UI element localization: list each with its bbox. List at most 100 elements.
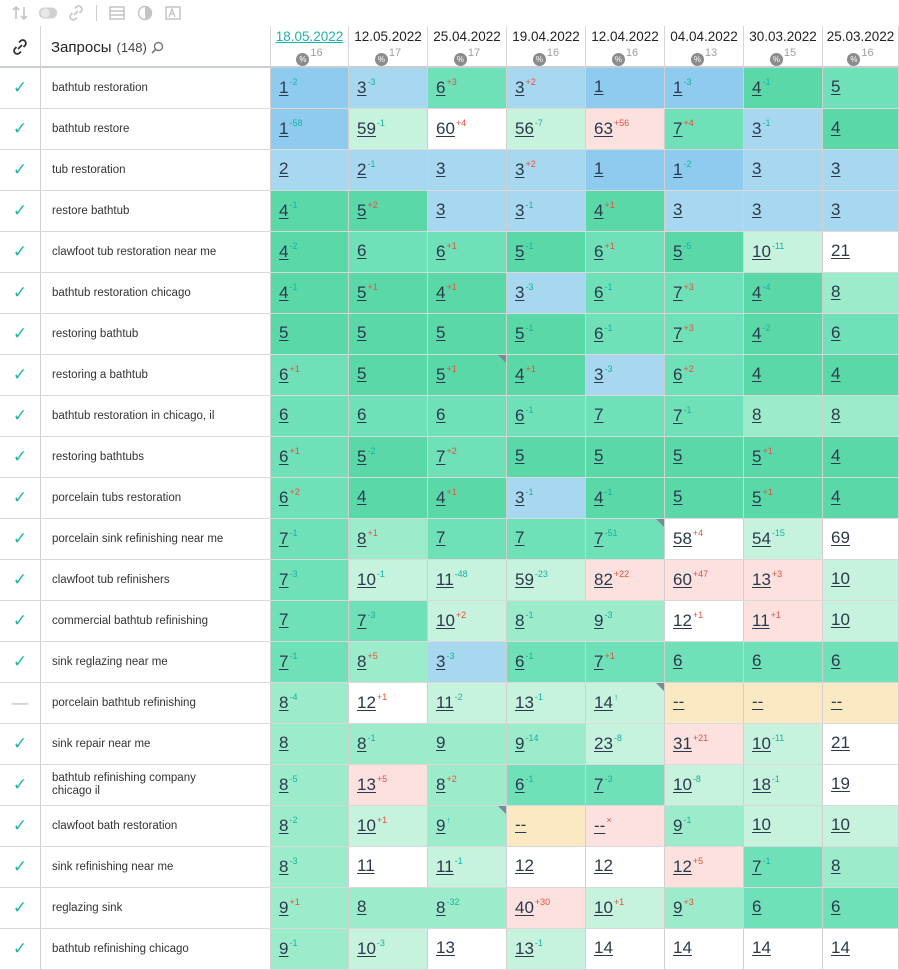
position-cell[interactable]: 7 [271,601,349,641]
toggle-icon[interactable] [38,4,58,22]
position-value[interactable]: 7+3 [673,323,694,344]
check-icon[interactable]: ✓ [0,314,41,354]
position-value[interactable]: 3-3 [436,651,454,672]
position-cell[interactable]: 3+2 [507,150,586,190]
position-value[interactable]: 13-1 [515,938,543,959]
position-cell[interactable]: 5+2 [349,191,428,231]
date-column-header[interactable]: 30.03.2022 %15 [744,26,823,68]
position-value[interactable]: 11+1 [752,610,781,631]
position-cell[interactable]: 3 [823,150,899,190]
position-cell[interactable]: 5 [507,437,586,477]
position-value[interactable]: 4 [831,364,840,384]
position-value[interactable]: 10+1 [357,815,387,836]
position-value[interactable]: 5-5 [673,241,691,262]
position-cell[interactable]: 5 [586,437,665,477]
position-value[interactable]: 4 [357,487,366,507]
position-value[interactable]: 10 [831,815,850,835]
position-cell[interactable]: 14 [823,929,899,969]
position-value[interactable]: 69 [831,528,850,548]
position-cell[interactable]: 10-11 [744,724,823,764]
position-cell[interactable]: 23-8 [586,724,665,764]
position-value[interactable]: 9-1 [279,938,297,959]
position-value[interactable]: 10+1 [594,897,624,918]
position-cell[interactable]: 8-5 [271,765,349,805]
position-cell[interactable]: 5 [349,355,428,395]
position-value[interactable]: 7 [436,528,445,548]
position-value[interactable]: 5+1 [357,282,378,303]
position-value[interactable]: 14 [831,938,850,958]
position-value[interactable]: 6+1 [279,364,300,385]
position-value[interactable]: 21 [831,241,850,261]
position-value[interactable]: 12+5 [673,856,703,877]
position-value[interactable]: 12 [594,856,613,876]
position-value[interactable]: 4-1 [279,200,297,221]
position-value[interactable]: 3 [831,159,840,179]
position-cell[interactable]: 6-1 [586,273,665,313]
position-value[interactable]: 8 [831,856,840,876]
position-value[interactable]: 8 [831,282,840,302]
position-cell[interactable]: 7-3 [586,765,665,805]
position-value[interactable]: 4 [831,446,840,466]
check-icon[interactable]: ✓ [0,109,41,149]
position-value[interactable]: 7-3 [594,774,612,795]
position-cell[interactable]: 6+2 [665,355,744,395]
position-cell[interactable]: 3+2 [507,68,586,108]
position-cell[interactable]: 1-2 [665,150,744,190]
position-cell[interactable]: 5-1 [507,314,586,354]
position-cell[interactable]: 8 [349,888,428,928]
position-value[interactable]: 3+2 [515,77,536,98]
position-cell[interactable]: -- [744,683,823,723]
position-value[interactable]: 8 [831,405,840,425]
position-cell[interactable]: 7-3 [271,560,349,600]
position-value[interactable]: 60+4 [436,118,466,139]
position-cell[interactable]: 8+1 [349,519,428,559]
position-value[interactable]: 4-4 [752,282,770,303]
position-value[interactable]: 7-1 [279,528,297,549]
position-value[interactable]: 9-1 [673,815,691,836]
position-cell[interactable]: 8+5 [349,642,428,682]
position-cell[interactable]: 6 [428,396,507,436]
position-cell[interactable]: 6 [271,396,349,436]
position-cell[interactable]: 10+1 [586,888,665,928]
dash-icon[interactable]: — [0,683,41,723]
position-cell[interactable]: 6+3 [428,68,507,108]
check-icon[interactable]: ✓ [0,642,41,682]
position-value[interactable]: 60+47 [673,569,708,590]
position-cell[interactable]: 13-1 [507,929,586,969]
position-value[interactable]: 13 [436,938,455,958]
position-value[interactable]: 1-2 [673,159,691,180]
position-cell[interactable]: -- [823,683,899,723]
position-cell[interactable]: 10 [823,601,899,641]
position-cell[interactable]: 5+1 [744,437,823,477]
position-value[interactable]: 9 [436,733,445,753]
position-value[interactable]: 58+4 [673,528,703,549]
position-value[interactable]: 3 [673,200,682,220]
position-cell[interactable]: 8 [823,396,899,436]
position-value[interactable]: 7-1 [279,651,297,672]
position-cell[interactable]: 3-1 [507,191,586,231]
position-cell[interactable]: 6-1 [507,642,586,682]
position-value[interactable]: 4+1 [515,364,536,385]
position-value[interactable]: 8-32 [436,897,459,918]
position-cell[interactable]: 1-3 [665,68,744,108]
position-value[interactable]: 2-1 [357,159,375,180]
position-value[interactable]: 5+2 [357,200,378,221]
date-column-header[interactable]: 12.05.2022 %17 [349,26,428,68]
position-value[interactable]: 63+56 [594,118,629,139]
contrast-icon[interactable] [135,4,155,22]
position-cell[interactable]: 6 [823,314,899,354]
position-value[interactable]: 59-23 [515,569,548,590]
position-cell[interactable]: 13+5 [349,765,428,805]
position-value[interactable]: 13-1 [515,692,543,713]
position-cell[interactable]: 9-1 [271,929,349,969]
position-cell[interactable]: 4 [349,478,428,518]
position-cell[interactable]: 9-1 [665,806,744,846]
position-cell[interactable]: 14↑ [586,683,665,723]
position-cell[interactable]: 5+1 [428,355,507,395]
position-value[interactable]: 4 [752,364,761,384]
position-value[interactable]: -- [831,692,842,712]
check-icon[interactable]: ✓ [0,929,41,969]
date-label[interactable]: 19.04.2022 [512,29,580,44]
position-value[interactable]: 6+1 [279,446,300,467]
position-cell[interactable]: 7-51 [586,519,665,559]
